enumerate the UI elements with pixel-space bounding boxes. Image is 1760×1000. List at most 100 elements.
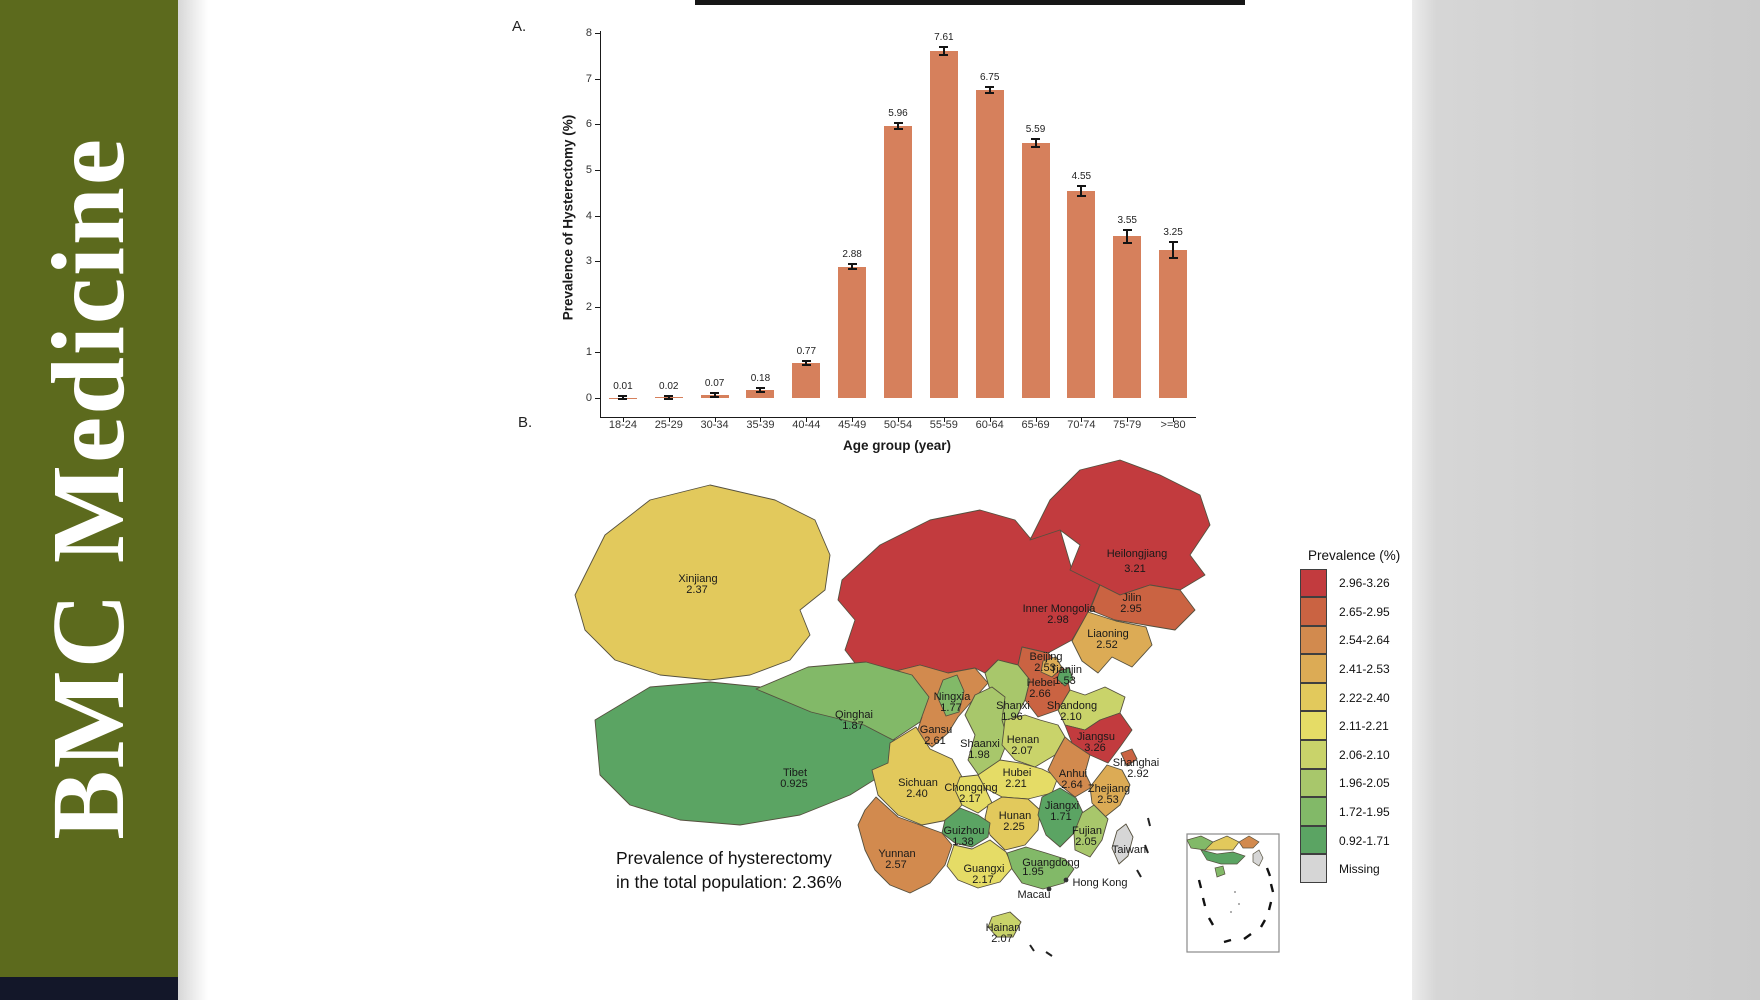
x-tick-label: 25-29 <box>654 419 683 431</box>
panel-a-label: A. <box>512 18 527 35</box>
province-label: Jiangsu <box>1077 731 1115 743</box>
province-shape-yunnan <box>857 796 953 894</box>
province-value-label: 2.17 <box>959 793 980 805</box>
legend-swatch <box>1300 797 1327 826</box>
province-label: Henan <box>1007 734 1039 746</box>
province-value-label: 2.66 <box>1029 688 1050 700</box>
legend-label: 2.22-2.40 <box>1339 690 1390 705</box>
y-tick-mark <box>595 352 600 354</box>
error-bar <box>1080 185 1083 196</box>
legend-row: Missing <box>1300 854 1450 884</box>
error-bar-cap <box>755 391 765 394</box>
panel-a-bar-chart: A. Prevalence of Hysterectomy (%) Age gr… <box>500 5 1210 457</box>
legend-row: 2.41-2.53 <box>1300 654 1450 684</box>
province-value-label: 2.52 <box>1096 639 1117 651</box>
bar-value-label: 0.77 <box>796 345 817 357</box>
bar-value-label: 0.07 <box>704 377 725 389</box>
x-tick-mark <box>898 417 899 422</box>
x-tick-mark <box>668 417 670 422</box>
legend-swatch <box>1300 854 1327 884</box>
province-shape-hainan <box>987 911 1022 938</box>
province-label: Ningxia <box>934 691 972 703</box>
error-bar-cap <box>710 395 720 398</box>
legend-swatch <box>1300 740 1327 769</box>
error-bar-cap <box>664 397 674 400</box>
x-tick-mark <box>1035 417 1037 422</box>
province-value-label: 2.17 <box>972 874 993 886</box>
bar-45-49 <box>838 266 867 398</box>
province-label: Shaanxi <box>960 738 1000 750</box>
y-tick-label: 4 <box>585 209 592 222</box>
y-tick-mark <box>595 306 600 308</box>
province-value-label: 1.87 <box>842 720 863 732</box>
bar-value-label: 5.59 <box>1025 124 1046 136</box>
province-value-label: 1.71 <box>1050 811 1071 823</box>
legend-label: 0.92-1.71 <box>1339 833 1390 848</box>
province-label: Shandong <box>1047 700 1097 712</box>
error-bar-cap <box>893 127 903 130</box>
province-value-label: 2.07 <box>1011 745 1032 757</box>
x-tick-mark <box>760 417 762 422</box>
legend-label: Missing <box>1339 862 1380 877</box>
province-label: Hong Kong <box>1072 877 1127 889</box>
x-tick-mark <box>622 417 624 422</box>
province-shape-ningxia <box>936 674 965 717</box>
error-bar-cap <box>1122 228 1132 231</box>
province-label: Jiangxi <box>1045 800 1079 812</box>
x-tick-label: 30-34 <box>700 419 729 431</box>
journal-banner: BMC Medicine <box>0 0 178 977</box>
error-bar-cap <box>1031 145 1041 148</box>
province-shape-guangxi <box>946 839 1014 889</box>
province-label: Hunan <box>999 810 1031 822</box>
legend-row: 2.54-2.64 <box>1300 625 1450 655</box>
y-tick-label: 7 <box>585 72 592 85</box>
error-bar-cap <box>1076 184 1086 187</box>
bar-value-label: 2.88 <box>842 248 862 260</box>
bar-value-label: 3.55 <box>1117 214 1137 226</box>
map-annotation: Prevalence of hysterectomy in the total … <box>616 846 842 894</box>
error-bar <box>1126 229 1129 243</box>
error-bar-cap <box>847 268 857 271</box>
bar-value-label: 7.61 <box>934 32 954 44</box>
legend-row: 0.92-1.71 <box>1300 825 1450 855</box>
chart-x-axis-title: Age group (year) <box>842 438 951 453</box>
province-shape-tianjin <box>1056 667 1074 687</box>
province-shape-taiwan <box>1111 823 1134 865</box>
y-tick-label: 0 <box>585 392 592 404</box>
province-label: Xinjiang <box>678 573 717 585</box>
x-tick-mark <box>1127 417 1129 422</box>
province-label: Shanghai <box>1113 757 1160 769</box>
y-axis-line <box>600 31 601 417</box>
x-tick-label: 35-39 <box>746 419 775 431</box>
error-bar-cap <box>1168 257 1178 259</box>
province-value-label: 2.92 <box>1127 768 1148 780</box>
legend-swatch <box>1300 825 1327 855</box>
error-bar-cap <box>618 398 628 401</box>
error-bar-cap <box>755 386 765 389</box>
x-tick-mark <box>943 417 945 422</box>
province-label: Taiwan <box>1112 844 1146 856</box>
legend-label: 2.41-2.53 <box>1339 662 1390 677</box>
province-label: Zhejiang <box>1088 783 1130 795</box>
error-bar <box>988 87 991 94</box>
y-tick-label: 2 <box>585 300 592 313</box>
legend-label: 2.65-2.95 <box>1339 604 1390 619</box>
province-label: Chongqing <box>944 782 997 794</box>
province-value-label: 2.05 <box>1075 836 1096 848</box>
province-label: Anhui <box>1059 768 1087 780</box>
y-tick-label: 5 <box>585 164 592 176</box>
map-annotation-line1: Prevalence of hysterectomy <box>616 848 832 868</box>
error-bar <box>713 392 716 397</box>
province-label: Liaoning <box>1087 628 1129 640</box>
y-tick-label: 8 <box>585 27 592 40</box>
error-bar-cap <box>1122 241 1132 244</box>
legend-row: 2.65-2.95 <box>1300 597 1450 627</box>
y-tick-mark <box>595 398 600 399</box>
province-value-label: 2.95 <box>1120 603 1141 615</box>
province-label: Guangdong <box>1022 857 1080 869</box>
province-shape-liaoning <box>1071 611 1153 674</box>
x-tick-mark <box>1081 417 1083 422</box>
bar-60-64 <box>975 90 1004 398</box>
legend-swatch <box>1300 568 1327 598</box>
bar-70-74 <box>1067 190 1096 398</box>
